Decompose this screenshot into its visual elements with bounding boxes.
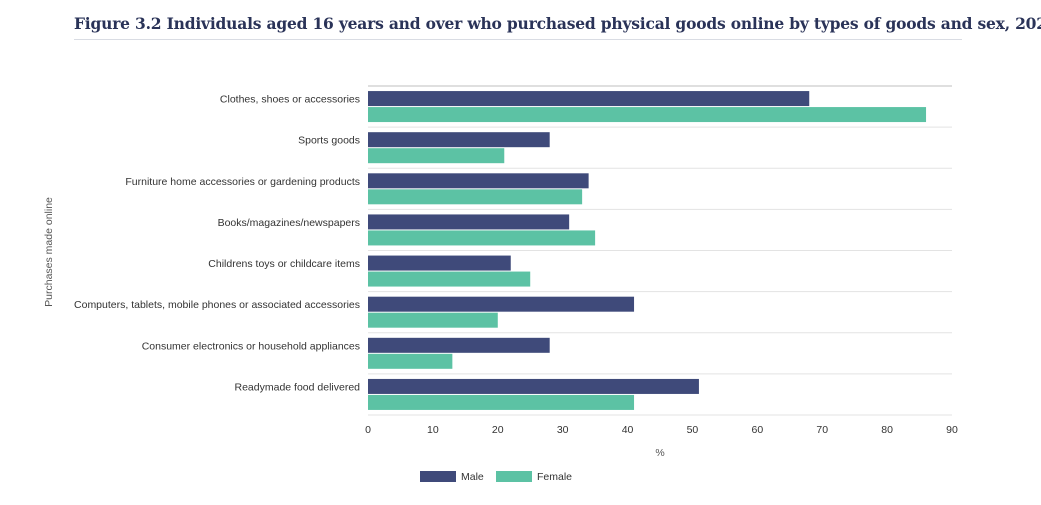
- bars: [368, 91, 927, 410]
- category-label: Computers, tablets, mobile phones or ass…: [74, 299, 360, 311]
- bar-female-7: [368, 394, 635, 410]
- category-label: Sports goods: [298, 135, 360, 147]
- bar-male-6: [368, 337, 550, 353]
- bar-female-5: [368, 312, 498, 328]
- category-label: Readymade food delivered: [235, 381, 361, 393]
- category-label: Clothes, shoes or accessories: [220, 94, 360, 106]
- x-tick-label: 10: [427, 424, 439, 436]
- x-tick-label: 40: [622, 424, 634, 436]
- x-tick-label: 30: [557, 424, 569, 436]
- x-tick-label: 20: [492, 424, 504, 436]
- category-label: Childrens toys or childcare items: [208, 258, 360, 270]
- category-labels: Clothes, shoes or accessories Sports good…: [74, 94, 360, 394]
- category-label: Furniture home accessories or gardening …: [125, 176, 360, 188]
- bar-male-4: [368, 255, 511, 271]
- bar-male-7: [368, 378, 699, 394]
- x-tick-label: 50: [687, 424, 699, 436]
- category-label: Books/magazines/newspapers: [218, 217, 360, 229]
- bar-female-2: [368, 189, 583, 205]
- legend-label-male[interactable]: Male: [461, 471, 484, 483]
- bar-female-6: [368, 353, 453, 369]
- x-tick-label: 60: [751, 424, 763, 436]
- bar-female-3: [368, 230, 596, 246]
- x-tick-label: 0: [365, 424, 371, 436]
- bar-male-0: [368, 91, 810, 107]
- x-tick-label: 70: [816, 424, 828, 436]
- bar-male-2: [368, 173, 589, 189]
- x-tick-label: 80: [881, 424, 893, 436]
- bar-female-1: [368, 148, 505, 164]
- bar-male-5: [368, 296, 635, 312]
- legend-label-female[interactable]: Female: [537, 471, 572, 483]
- bar-male-3: [368, 214, 570, 230]
- grid-lines: [368, 85, 952, 416]
- legend: Male Female: [420, 471, 572, 483]
- y-axis-title: Purchases made online: [43, 197, 55, 307]
- x-axis-title: %: [655, 447, 664, 459]
- legend-swatch-female[interactable]: [496, 471, 532, 482]
- x-tick-labels: 0 10 20 30 40 50 60 70 80 90: [365, 424, 958, 436]
- legend-swatch-male[interactable]: [420, 471, 456, 482]
- title-divider: [74, 39, 962, 40]
- chart-title: Figure 3.2 Individuals aged 16 years and…: [74, 14, 1041, 33]
- category-label: Consumer electronics or household applia…: [142, 340, 360, 352]
- bar-female-4: [368, 271, 531, 287]
- bar-female-0: [368, 107, 927, 123]
- bar-male-1: [368, 132, 550, 148]
- x-tick-label: 90: [946, 424, 958, 436]
